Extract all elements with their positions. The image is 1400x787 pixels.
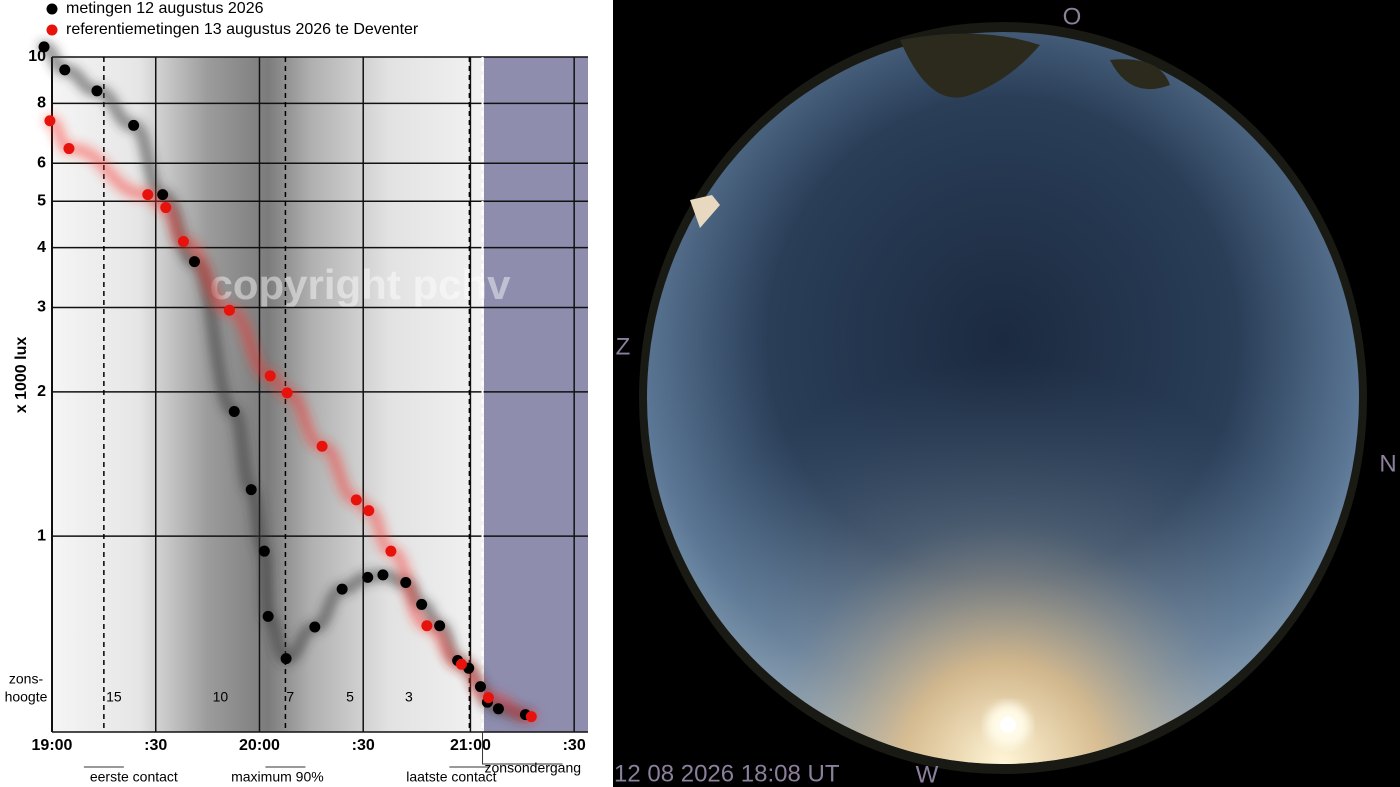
data-point — [350, 494, 362, 506]
data-point — [188, 256, 200, 268]
sun-altitude-value: 10 — [213, 689, 229, 705]
data-point — [421, 620, 433, 632]
event-bracket — [482, 732, 563, 765]
sun-altitude-value: 15 — [106, 689, 122, 705]
watermark: copyright pchv — [209, 261, 511, 308]
event-label: maximum 90% — [231, 769, 324, 785]
trend-band — [43, 114, 538, 723]
data-point — [281, 387, 293, 399]
legend-marker — [46, 3, 58, 15]
y-tick-label: 10 — [28, 48, 46, 65]
y-tick-label: 2 — [37, 383, 46, 400]
data-point — [258, 545, 270, 557]
event-label: zonsondergang — [485, 760, 582, 776]
event-label: laatste contact — [406, 769, 496, 785]
legend-label: metingen 12 augustus 2026 — [66, 0, 264, 17]
y-tick-label: 5 — [37, 192, 46, 209]
y-tick-label: 3 — [37, 299, 46, 316]
sun-altitude-label: hoogte — [5, 689, 48, 705]
sun-core — [1000, 717, 1016, 733]
data-point — [363, 505, 375, 517]
data-point — [309, 621, 321, 633]
data-point — [492, 703, 504, 715]
x-tick-label: :30 — [563, 737, 586, 754]
data-point — [316, 440, 328, 452]
y-tick-label: 1 — [37, 527, 46, 544]
direction-label: N — [1379, 450, 1396, 477]
sunset-glow — [647, 32, 1359, 764]
data-point — [142, 189, 154, 201]
building — [690, 195, 720, 228]
data-point — [525, 711, 537, 723]
tree — [900, 33, 1040, 98]
sun-altitude-value: 3 — [405, 689, 413, 705]
data-point — [245, 484, 257, 496]
y-tick-label: 6 — [37, 155, 46, 172]
photo-timestamp: 12 08 2026 18:08 UT — [614, 760, 840, 787]
data-point — [400, 577, 412, 589]
x-tick-label: :30 — [144, 737, 167, 754]
data-point — [38, 41, 50, 53]
y-tick-label: 4 — [37, 239, 46, 256]
data-point — [362, 571, 374, 583]
data-point — [157, 189, 169, 201]
data-point — [280, 653, 292, 665]
x-tick-label: :30 — [352, 737, 375, 754]
data-point — [264, 370, 276, 382]
direction-label: Z — [616, 333, 631, 360]
data-point — [474, 681, 486, 693]
x-tick-label: 21:00 — [450, 737, 491, 754]
data-point — [262, 610, 274, 622]
data-point — [455, 658, 467, 670]
data-point — [434, 620, 446, 632]
data-point — [377, 569, 389, 581]
data-point — [128, 119, 140, 131]
sun-altitude-value: 7 — [286, 689, 294, 705]
data-point — [63, 143, 75, 155]
y-axis-label: x 1000 lux — [13, 337, 30, 414]
data-point — [44, 115, 56, 127]
tree — [1110, 59, 1170, 90]
data-point — [385, 545, 397, 557]
event-label: eerste contact — [90, 769, 178, 785]
x-tick-label: 19:00 — [32, 737, 73, 754]
data-point — [160, 202, 172, 214]
data-point — [177, 235, 189, 247]
direction-label: W — [916, 761, 939, 787]
sun-altitude-label: zons- — [9, 671, 44, 687]
x-tick-label: 20:00 — [239, 737, 280, 754]
data-point — [91, 85, 103, 97]
data-point — [482, 692, 494, 704]
data-point — [416, 598, 428, 610]
legend-marker — [46, 24, 58, 36]
y-tick-label: 8 — [37, 95, 46, 112]
legend-label: referentiemetingen 13 augustus 2026 te D… — [66, 21, 419, 38]
direction-label: O — [1063, 3, 1082, 30]
data-point — [336, 583, 348, 595]
sun-altitude-value: 5 — [346, 689, 354, 705]
data-point — [59, 64, 71, 76]
plot-shading — [52, 57, 484, 732]
after-sunset — [484, 57, 588, 732]
data-point — [228, 405, 240, 417]
data-point — [223, 304, 235, 316]
